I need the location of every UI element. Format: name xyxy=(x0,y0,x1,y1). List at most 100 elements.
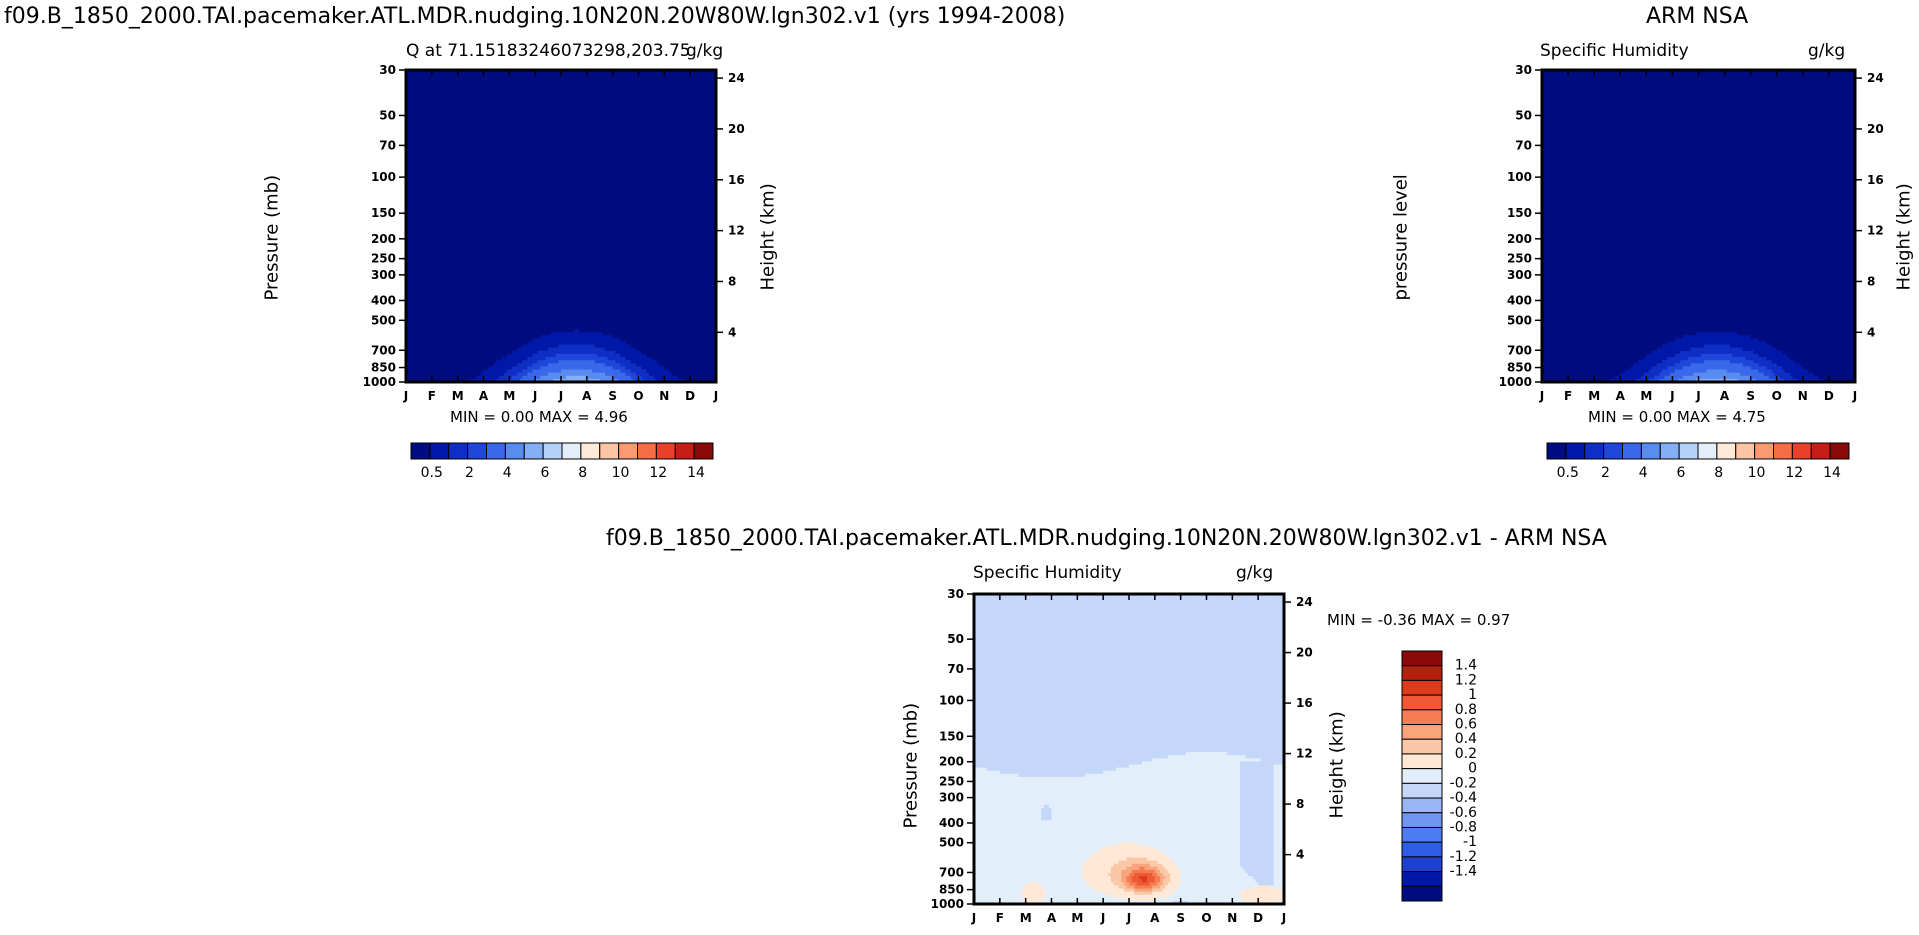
panel1-height-label: 16 xyxy=(728,173,745,187)
panel2-height-label: 20 xyxy=(1867,122,1884,136)
colorbar2-box xyxy=(1717,443,1736,459)
colorbar1-box xyxy=(430,443,449,459)
panel2-month-label: O xyxy=(1772,389,1782,403)
panel3-month-label: J xyxy=(1100,911,1105,925)
colorbar3-box xyxy=(1402,739,1442,754)
panel1-month-label: J xyxy=(558,389,563,403)
colorbar1-box xyxy=(543,443,562,459)
colorbar1-box xyxy=(619,443,638,459)
colorbar3-label: 1.2 xyxy=(1455,672,1477,688)
colorbar1-box xyxy=(581,443,600,459)
panel3-month-label: J xyxy=(1126,911,1131,925)
panel3-pressure-label: 250 xyxy=(939,774,964,788)
panel3-month-label: F xyxy=(996,911,1004,925)
panel2-height-label: 16 xyxy=(1867,173,1884,187)
colorbar1-label: 10 xyxy=(612,465,630,481)
panel1-pressure-label: 850 xyxy=(371,361,396,375)
panel3-height-label: 16 xyxy=(1296,696,1313,710)
panel2-height-label: 8 xyxy=(1867,274,1875,288)
panel2-month-label: J xyxy=(1852,389,1857,403)
colorbar3-label: 0.8 xyxy=(1455,702,1477,718)
colorbar2-box xyxy=(1547,443,1566,459)
colorbar2-label: 6 xyxy=(1677,465,1686,481)
colorbar2-box xyxy=(1830,443,1849,459)
colorbar2-label: 12 xyxy=(1785,465,1803,481)
colorbar3-box xyxy=(1402,651,1442,666)
panel2-month-label: S xyxy=(1746,389,1755,403)
colorbar3-label: 1.4 xyxy=(1455,658,1477,674)
colorbar3-box xyxy=(1402,769,1442,784)
colorbar3-label: -1 xyxy=(1463,834,1477,850)
colorbar1-label: 6 xyxy=(541,465,550,481)
colorbar3-label: 0.2 xyxy=(1455,746,1477,762)
panel1-height-label: 24 xyxy=(728,71,745,85)
colorbar1-label: 14 xyxy=(687,465,705,481)
panel3-pressure-label: 150 xyxy=(939,729,964,743)
panel2-pressure-label: 100 xyxy=(1507,170,1532,184)
panel3-month-label: J xyxy=(1281,911,1286,925)
panel1-month-label: J xyxy=(713,389,718,403)
colorbar2-label: 14 xyxy=(1823,465,1841,481)
panel2-month-label: F xyxy=(1564,389,1572,403)
panel1-plot xyxy=(406,70,717,383)
colorbar2-box xyxy=(1755,443,1774,459)
colorbar2-box xyxy=(1604,443,1623,459)
panel1-month-label: M xyxy=(452,389,464,403)
panel2-height-label: 12 xyxy=(1867,224,1884,238)
panel2-month-label: D xyxy=(1824,389,1834,403)
panel3-height-label: 4 xyxy=(1296,848,1304,862)
colorbar2-box xyxy=(1641,443,1660,459)
colorbar3-box xyxy=(1402,710,1442,725)
panel2-month-label: J xyxy=(1539,389,1544,403)
panel2-month-label: A xyxy=(1616,389,1626,403)
colorbar1-box xyxy=(694,443,713,459)
colorbar1-box xyxy=(505,443,524,459)
panel3-plot xyxy=(974,594,1285,905)
panel1-month-label: N xyxy=(659,389,669,403)
colorbar2-box xyxy=(1566,443,1585,459)
panel1-pressure-label: 300 xyxy=(371,268,396,282)
colorbar2-label: 4 xyxy=(1639,465,1648,481)
panel3-height-label: 8 xyxy=(1296,797,1304,811)
colorbar3-box xyxy=(1402,754,1442,769)
colorbar3-label: -1.2 xyxy=(1450,849,1477,865)
panel2-month-label: J xyxy=(1695,389,1700,403)
panel2-month-label: M xyxy=(1640,389,1652,403)
colorbar3-box xyxy=(1402,857,1442,872)
colorbar3-label: -0.6 xyxy=(1450,805,1477,821)
panel3-height-label: 20 xyxy=(1296,646,1313,660)
colorbar3-label: 0.4 xyxy=(1455,731,1477,747)
panel3-pressure-label: 70 xyxy=(947,662,964,676)
colorbar1-box xyxy=(524,443,543,459)
panel1-month-label: A xyxy=(479,389,489,403)
panel2-pressure-label: 850 xyxy=(1507,361,1532,375)
panel1-month-label: F xyxy=(428,389,436,403)
colorbar3-box xyxy=(1402,813,1442,828)
panel2-pressure-label: 400 xyxy=(1507,293,1532,307)
colorbar2-box xyxy=(1623,443,1642,459)
panel2-pressure-label: 500 xyxy=(1507,313,1532,327)
panel3-month-label: S xyxy=(1176,911,1185,925)
colorbar2-label: 2 xyxy=(1601,465,1610,481)
colorbar3-box xyxy=(1402,872,1442,887)
colorbar1-box xyxy=(600,443,619,459)
colorbar3-box xyxy=(1402,695,1442,710)
panel3-height-label: 12 xyxy=(1296,747,1313,761)
colorbar1-box xyxy=(411,443,430,459)
panel1-height-label: 8 xyxy=(728,274,736,288)
colorbar3-label: 0.6 xyxy=(1455,717,1477,733)
panel3-month-label: N xyxy=(1227,911,1237,925)
panel2-height-label: 4 xyxy=(1867,325,1875,339)
panel2-pressure-label: 700 xyxy=(1507,343,1532,357)
colorbar1-box xyxy=(487,443,506,459)
panel1-pressure-label: 1000 xyxy=(363,375,396,389)
panel1-month-label: S xyxy=(608,389,617,403)
panel3-pressure-label: 100 xyxy=(939,693,964,707)
colorbar3-box xyxy=(1402,827,1442,842)
colorbar1-label: 8 xyxy=(578,465,587,481)
colorbar2-box xyxy=(1811,443,1830,459)
colorbar3-box xyxy=(1402,886,1442,901)
panel2-month-label: J xyxy=(1669,389,1674,403)
panel2-month-label: N xyxy=(1798,389,1808,403)
